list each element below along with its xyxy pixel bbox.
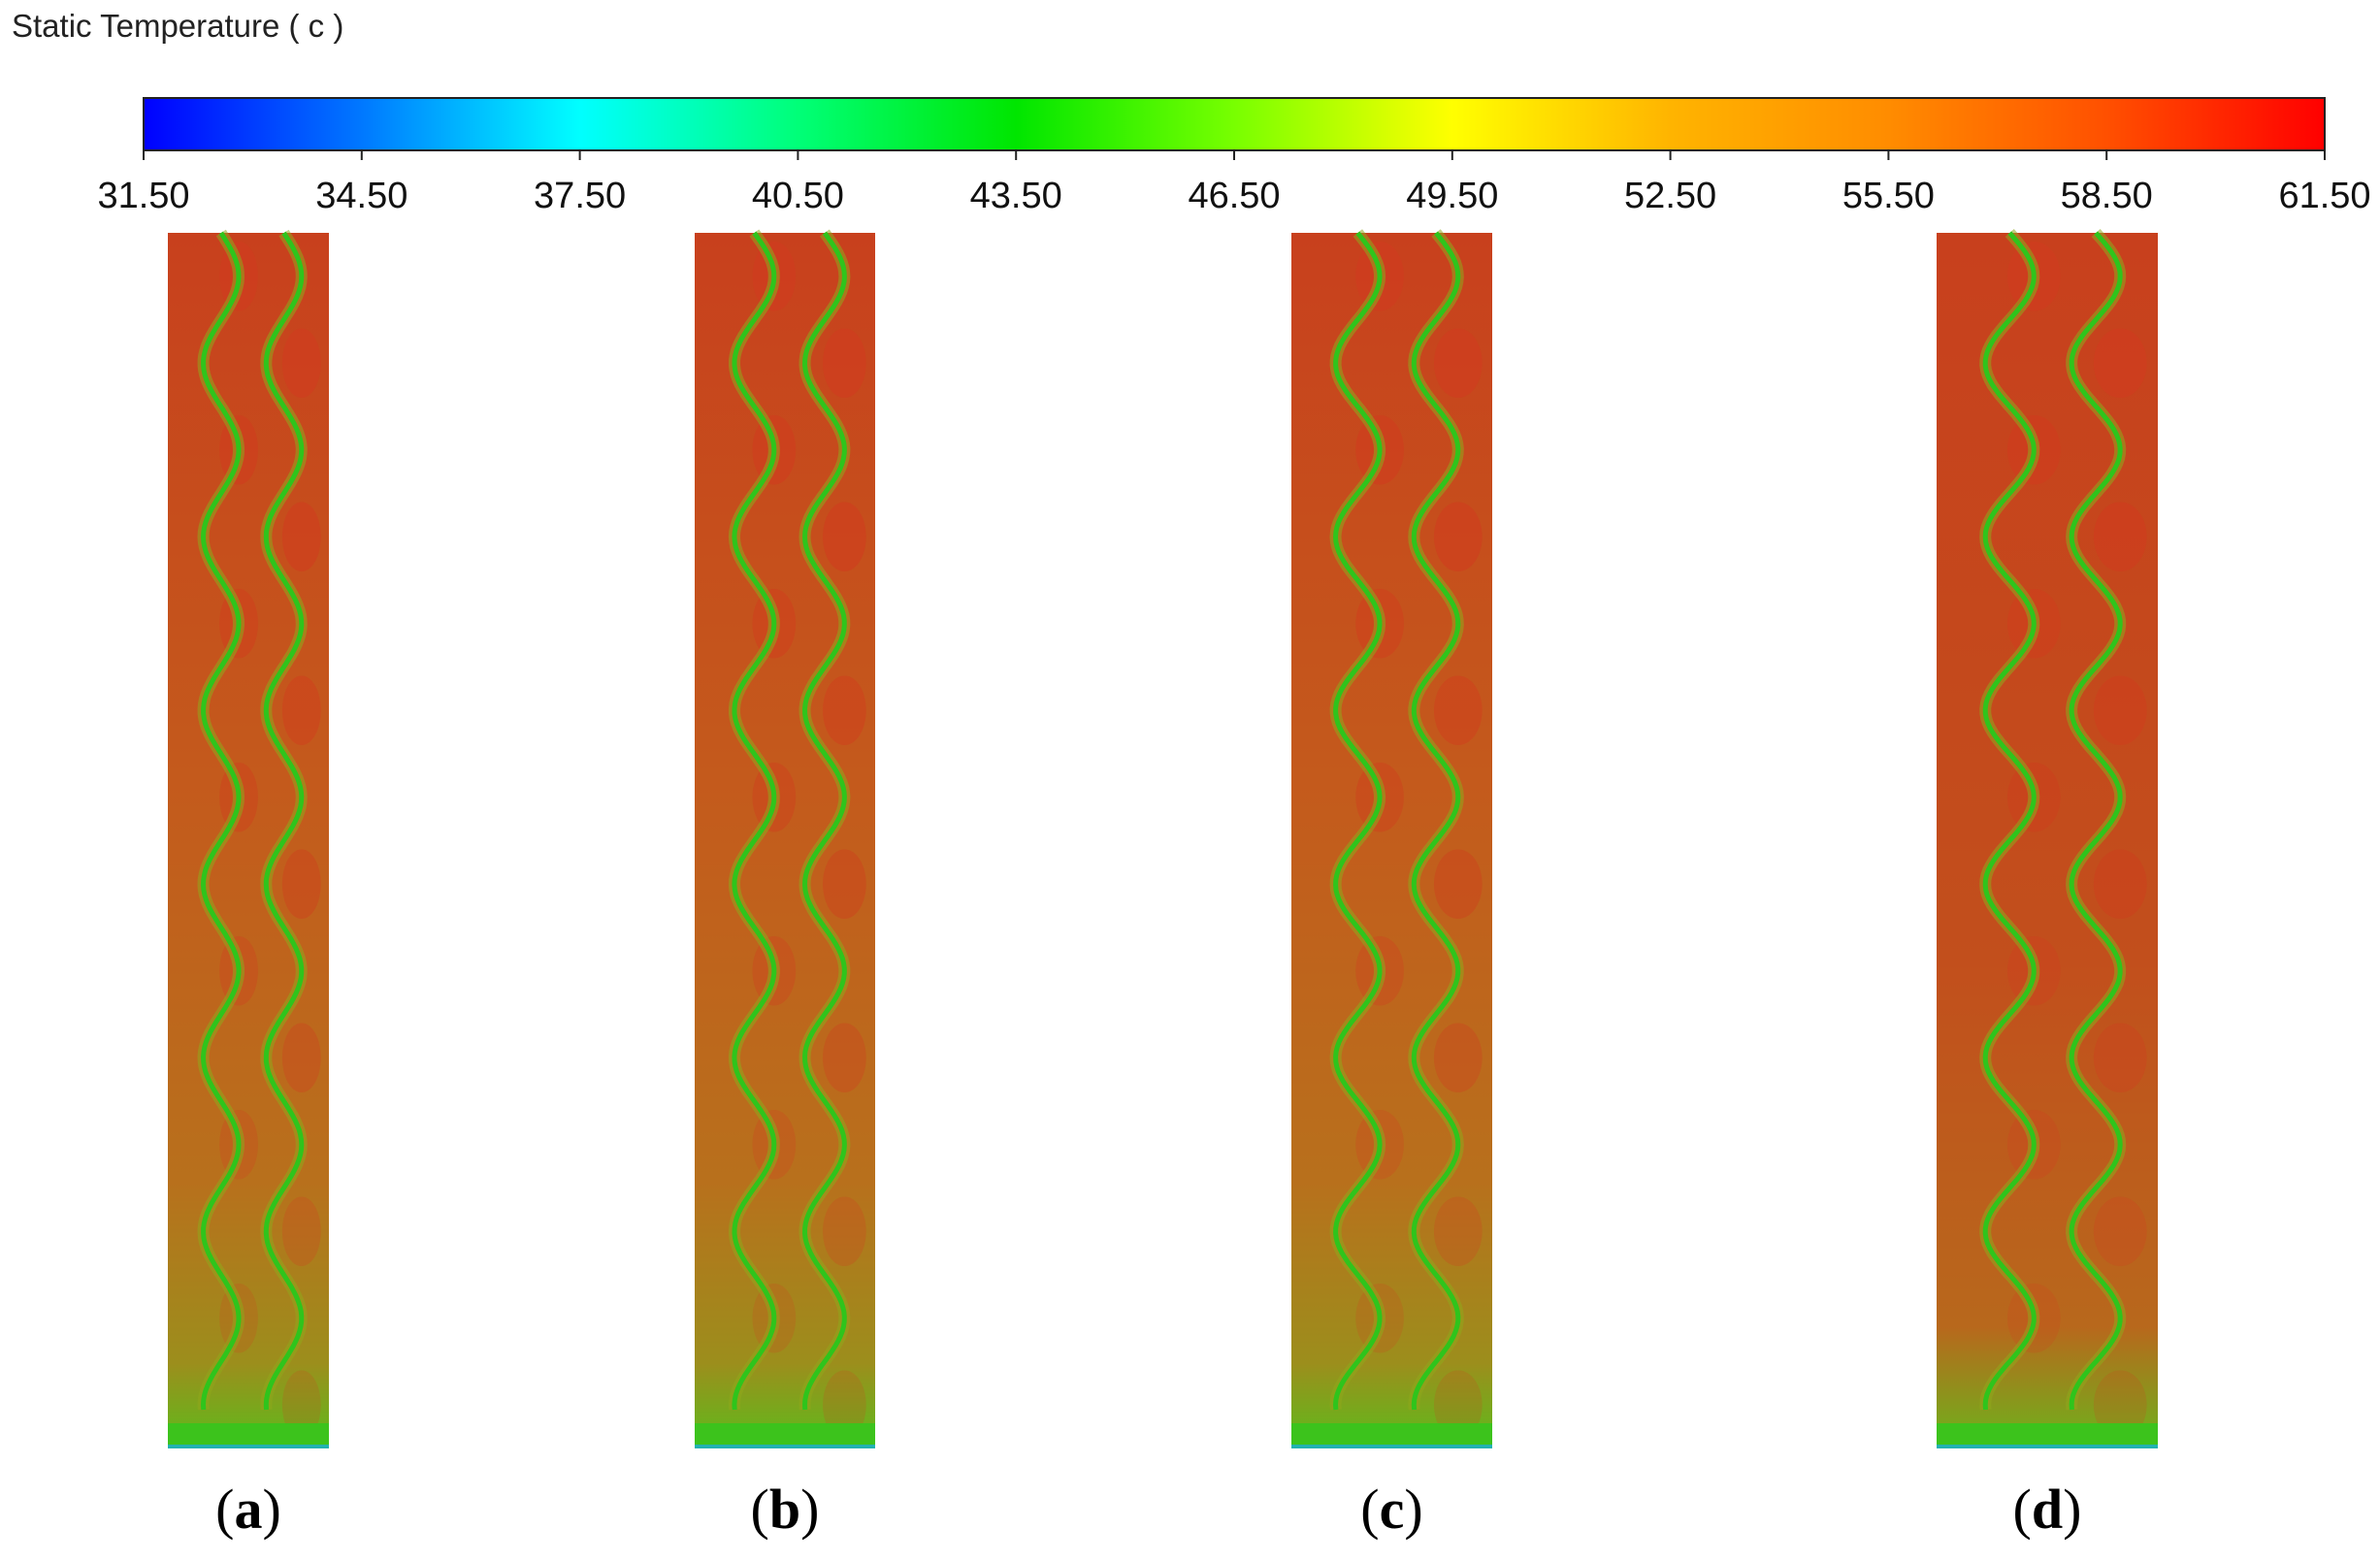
flow-channel-1: [1982, 231, 2037, 1411]
flow-channel-2: [801, 231, 847, 1411]
colorbar-tick-label: 43.50: [970, 176, 1062, 216]
panel-label: (d): [2013, 1478, 2082, 1541]
panel-b: (b): [695, 229, 875, 1541]
hot-spot: [281, 1196, 321, 1267]
colorbar-tick-label: 58.50: [2061, 176, 2153, 216]
hot-spot: [823, 1023, 866, 1093]
hot-spot: [2093, 502, 2147, 572]
panel-c-inlet: [1291, 1423, 1492, 1448]
hot-spot: [1433, 675, 1483, 746]
hot-spot: [823, 328, 866, 399]
colorbar-tick-label: 37.50: [534, 176, 626, 216]
hot-spot: [1433, 1196, 1483, 1267]
flow-channel-2: [263, 231, 305, 1411]
hot-spot: [281, 675, 321, 746]
hot-spot: [2093, 1370, 2147, 1441]
panel-a: (a): [168, 229, 329, 1541]
hot-spot: [823, 675, 866, 746]
flow-channel-2: [1411, 231, 1461, 1411]
colorbar-tick-label: 46.50: [1188, 176, 1280, 216]
panel-label: (a): [215, 1478, 281, 1541]
hot-spot: [1433, 502, 1483, 572]
hot-spot: [1433, 328, 1483, 399]
panel-b-inlet: [695, 1423, 875, 1448]
hot-spot: [823, 849, 866, 920]
panel-d-field: [1937, 233, 2158, 1448]
hot-spot: [281, 328, 321, 399]
legend-title: Static Temperature ( c ): [12, 8, 343, 44]
panel-a-inlet: [168, 1423, 329, 1448]
panel-a-field: [168, 233, 329, 1448]
panel-label: (c): [1360, 1478, 1422, 1541]
flow-channel-1: [732, 231, 777, 1411]
colorbar-tick-label: 31.50: [97, 176, 189, 216]
panel-c: (c): [1291, 229, 1492, 1541]
hot-spot: [1433, 1023, 1483, 1093]
hot-spot: [281, 502, 321, 572]
hot-spot: [281, 1023, 321, 1093]
colorbar: 31.50 34.50 37.50 40.50 43.50 46.50 49.50 52.50…: [97, 97, 2371, 216]
flow-channel-1: [1332, 231, 1383, 1411]
colorbar-gradient: [143, 97, 2326, 151]
panel-label: (b): [751, 1478, 820, 1541]
hot-spot: [1433, 1370, 1483, 1441]
colorbar-ticks: 31.50 34.50 37.50 40.50 43.50 46.50 49.50 52.50…: [97, 150, 2371, 216]
colorbar-tick-label: 61.50: [2278, 176, 2370, 216]
hot-spot: [823, 1196, 866, 1267]
hot-spot: [2093, 675, 2147, 746]
hot-spot: [2093, 1023, 2147, 1093]
hot-spot: [823, 502, 866, 572]
panel-c-field: [1291, 233, 1492, 1448]
hot-spot: [281, 1370, 321, 1441]
colorbar-tick-label: 49.50: [1406, 176, 1498, 216]
panel-b-inlet-edge: [695, 1445, 875, 1448]
hot-spot: [2093, 1196, 2147, 1267]
contour-panels: (a) (b) (c) (d): [168, 229, 2158, 1541]
hot-spot: [281, 849, 321, 920]
colorbar-tick-label: 34.50: [315, 176, 408, 216]
hot-spot: [2093, 328, 2147, 399]
panel-d: (d): [1937, 229, 2158, 1541]
flow-channel-2: [2069, 231, 2123, 1411]
panel-d-inlet: [1937, 1423, 2158, 1448]
hot-spot: [823, 1370, 866, 1441]
colorbar-tick-label: 40.50: [752, 176, 844, 216]
flow-channel-1: [200, 231, 242, 1411]
panel-a-inlet-edge: [168, 1445, 329, 1448]
colorbar-tick-label: 52.50: [1624, 176, 1716, 216]
hot-spot: [2093, 849, 2147, 920]
colorbar-tick-label: 55.50: [1842, 176, 1935, 216]
panel-c-inlet-edge: [1291, 1445, 1492, 1448]
panel-d-inlet-edge: [1937, 1445, 2158, 1448]
panel-b-field: [695, 233, 875, 1448]
hot-spot: [1433, 849, 1483, 920]
